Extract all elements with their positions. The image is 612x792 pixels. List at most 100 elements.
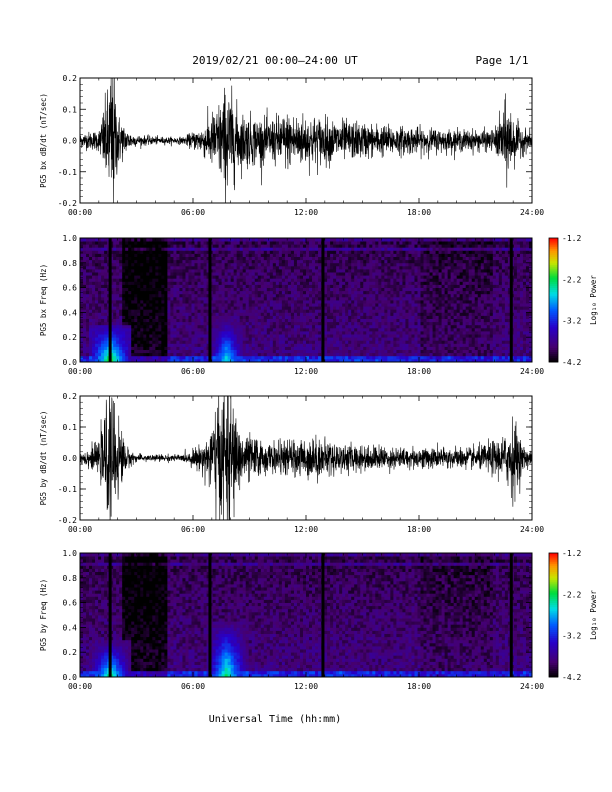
- spectrogram-cell: [98, 331, 102, 335]
- spectrogram-cell: [116, 306, 120, 310]
- spectrogram-cell: [360, 334, 364, 338]
- spectrogram-cell: [125, 238, 129, 242]
- spectrogram-cell: [348, 269, 352, 273]
- spectrogram-cell: [206, 247, 210, 251]
- spectrogram-cell: [366, 284, 370, 288]
- spectrogram-cell: [293, 318, 298, 323]
- spectrogram-cell: [327, 346, 331, 350]
- spectrogram-cell: [125, 306, 129, 310]
- spectrogram-cell: [155, 296, 159, 301]
- spectrogram-cell: [369, 272, 373, 276]
- spectrogram-cell: [233, 346, 238, 350]
- spectrogram-cell: [251, 343, 256, 347]
- spectrogram-cell: [351, 259, 355, 264]
- spectrogram-cell: [104, 327, 108, 332]
- spectrogram-cell: [119, 296, 123, 301]
- spectrogram-cell: [402, 253, 406, 257]
- spectrogram-cell: [354, 281, 358, 285]
- spectrogram-cell: [146, 265, 150, 270]
- spectrogram-cell: [290, 349, 295, 354]
- spectrogram-cell: [260, 306, 265, 310]
- spectrogram-cell: [221, 324, 226, 329]
- spectrogram-cell: [327, 247, 331, 251]
- spectrogram-cell: [173, 262, 177, 267]
- spectrogram-cell: [405, 334, 409, 338]
- spectrogram-cell: [158, 324, 162, 329]
- spectrogram-cell: [330, 315, 334, 319]
- spectrogram-cell: [206, 262, 210, 267]
- spectrogram-cell: [260, 321, 265, 326]
- spectrogram-cell: [444, 269, 449, 273]
- spectrogram-cell: [86, 312, 90, 316]
- spectrogram-cell: [375, 355, 379, 360]
- spectrogram-cell: [140, 287, 144, 292]
- spectrogram-cell: [366, 290, 370, 295]
- spectrogram-cell: [86, 309, 90, 313]
- spectrogram-cell: [438, 349, 442, 354]
- spectrogram-cell: [224, 244, 229, 248]
- spectrogram-cell: [110, 262, 114, 267]
- spectrogram-cell: [185, 278, 189, 282]
- spectrogram-cell: [390, 269, 394, 273]
- spectrogram-cell: [251, 278, 256, 282]
- spectrogram-cell: [173, 296, 177, 301]
- spectrogram-cell: [269, 352, 274, 357]
- spectrogram-cell: [248, 241, 253, 245]
- spectrogram-cell: [360, 278, 364, 282]
- spectrogram-cell: [399, 318, 403, 323]
- spectrogram-cell: [233, 247, 238, 251]
- spectrogram-cell: [330, 349, 334, 354]
- spectrogram-cell: [113, 253, 117, 257]
- spectrogram-cell: [212, 352, 216, 357]
- spectrogram-cell: [254, 269, 259, 273]
- spectrogram-cell: [254, 334, 259, 338]
- spectrogram-cell: [324, 355, 328, 360]
- spectrogram-cell: [393, 265, 397, 270]
- spectrogram-cell: [438, 265, 442, 270]
- spectrogram-cell: [296, 355, 301, 360]
- spectrogram-cell: [83, 321, 87, 326]
- spectrogram-cell: [405, 321, 409, 326]
- spectrogram-cell: [435, 300, 439, 304]
- spectrogram-cell: [89, 241, 93, 245]
- spectrogram-cell: [248, 334, 253, 338]
- spectrogram-cell: [306, 315, 310, 319]
- spectrogram-cell: [170, 256, 174, 261]
- spectrogram-cell: [146, 278, 150, 282]
- spectrogram-cell: [272, 256, 277, 261]
- spectrogram-cell: [104, 281, 108, 285]
- spectrogram-cell: [336, 281, 340, 285]
- spectrogram-cell: [327, 352, 331, 357]
- spectrogram-cell: [284, 312, 289, 316]
- spectrogram-cell: [191, 337, 195, 341]
- spectrogram-cell: [272, 250, 277, 254]
- spectrogram-cell: [444, 296, 449, 301]
- spectrogram-cell: [233, 303, 238, 307]
- spectrogram-cell: [372, 278, 376, 282]
- spectrogram-cell: [227, 358, 232, 363]
- spectrogram-cell: [143, 327, 147, 332]
- spectrogram-cell: [330, 269, 334, 273]
- spectrogram-cell: [312, 275, 316, 279]
- spectrogram-cell: [420, 337, 424, 341]
- spectrogram-cell: [357, 309, 361, 313]
- spectrogram-cell: [278, 290, 283, 295]
- spectrogram-cell: [140, 293, 144, 298]
- spectrogram-cell: [384, 337, 388, 341]
- spectrogram-cell: [203, 278, 207, 282]
- spectrogram-cell: [101, 343, 105, 347]
- spectrogram-cell: [149, 272, 153, 276]
- spectrogram-cell: [260, 349, 265, 354]
- spectrogram-cell: [260, 318, 265, 323]
- spectrogram-cell: [251, 247, 256, 251]
- spectrogram-cell: [155, 327, 159, 332]
- spectrogram-cell: [299, 262, 304, 267]
- spectrogram-cell: [146, 296, 150, 301]
- spectrogram-cell: [296, 290, 301, 295]
- spectrogram-cell: [381, 334, 385, 338]
- spectrogram-cell: [324, 349, 328, 354]
- spectrogram-cell: [405, 296, 409, 301]
- spectrogram-cell: [191, 321, 195, 326]
- spectrogram-cell: [432, 303, 436, 307]
- spectrogram-cell: [197, 256, 201, 261]
